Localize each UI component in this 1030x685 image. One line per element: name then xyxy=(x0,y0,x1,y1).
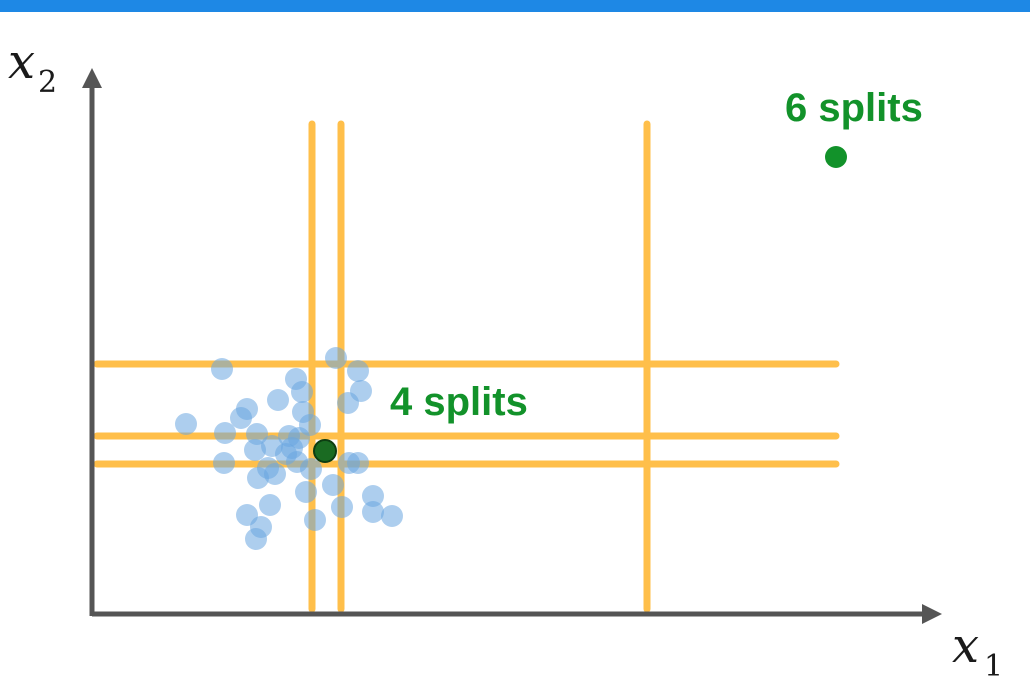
cluster-point xyxy=(247,467,269,489)
x-axis-title: x 1 xyxy=(952,618,1003,684)
cluster-point xyxy=(245,528,267,550)
inlier-split-label: 4 splits xyxy=(390,380,528,424)
cluster-point xyxy=(175,413,197,435)
y-axis-var: x xyxy=(8,34,35,90)
cluster-point xyxy=(304,509,326,531)
cluster-point xyxy=(246,423,268,445)
cluster-point xyxy=(300,458,322,480)
x-axis-subscript: 1 xyxy=(984,649,1003,684)
cluster-point xyxy=(347,360,369,382)
axes xyxy=(82,68,942,624)
outlier-split-label: 6 splits xyxy=(785,86,923,130)
y-axis-title: x 2 xyxy=(8,34,57,100)
y-axis-subscript: 2 xyxy=(38,65,57,100)
cluster-point xyxy=(295,481,317,503)
cluster-point xyxy=(325,347,347,369)
cluster-point xyxy=(211,358,233,380)
split-lines xyxy=(93,120,840,613)
x-axis-var: x xyxy=(952,618,979,674)
inlier-point xyxy=(313,439,337,463)
cluster-point xyxy=(347,452,369,474)
cluster-point xyxy=(259,494,281,516)
top-bar xyxy=(0,0,1030,12)
cluster-point xyxy=(214,422,236,444)
cluster-points xyxy=(175,347,403,550)
cluster-point xyxy=(331,496,353,518)
cluster-point xyxy=(381,505,403,527)
cluster-point xyxy=(213,452,235,474)
cluster-point xyxy=(244,439,266,461)
cluster-point xyxy=(362,485,384,507)
cluster-point xyxy=(362,501,384,523)
x-axis-arrowhead xyxy=(922,604,942,624)
outlier-point xyxy=(825,146,847,168)
cluster-point xyxy=(230,407,252,429)
cluster-point xyxy=(281,437,303,459)
y-axis-arrowhead xyxy=(82,68,102,88)
cluster-point xyxy=(337,392,359,414)
cluster-point xyxy=(322,474,344,496)
cluster-point xyxy=(267,389,289,411)
cluster-point xyxy=(291,381,313,403)
cluster-point xyxy=(264,463,286,485)
